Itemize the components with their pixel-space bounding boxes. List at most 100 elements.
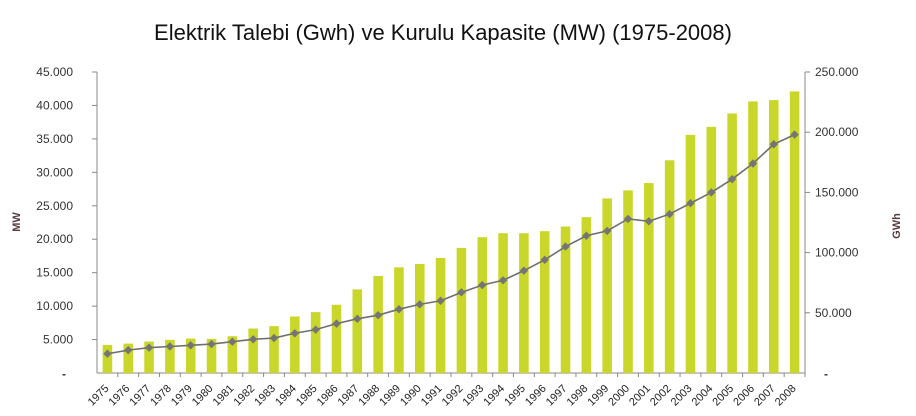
x-tick-label: 1985	[294, 383, 320, 409]
capacity-bar	[644, 183, 654, 373]
capacity-bar	[123, 343, 134, 373]
y-left-tick-label: 25.000	[36, 199, 73, 213]
capacity-bar	[185, 338, 196, 373]
x-tick-label: 1989	[377, 383, 403, 409]
demand-point	[373, 311, 383, 320]
demand-point	[707, 188, 716, 197]
y-right-tick-label: 100.000	[815, 246, 859, 260]
y-left-tick-label: 20.000	[36, 232, 73, 246]
y-right-tick-label: 50.000	[815, 306, 852, 320]
capacity-bar	[456, 247, 467, 373]
capacity-bar	[498, 233, 508, 373]
y-right-tick-label: 250.000	[815, 65, 859, 79]
demand-point	[165, 342, 175, 351]
capacity-bar	[477, 237, 488, 373]
demand-point	[457, 288, 466, 297]
y-left-tick-label: 5.000	[43, 333, 73, 347]
x-tick-label: 2001	[627, 383, 653, 409]
y-right-zero-label: -	[824, 367, 828, 381]
x-tick-label: 1982	[231, 383, 257, 409]
capacity-bar	[310, 312, 321, 373]
demand-point	[269, 333, 279, 343]
y-left-tick-label: 15.000	[36, 266, 73, 280]
x-tick-label: 1999	[585, 383, 611, 409]
demand-point	[311, 325, 320, 334]
demand-line	[107, 133, 795, 355]
demand-point	[644, 217, 654, 226]
x-tick-label: 1987	[336, 383, 362, 409]
capacity-bar	[685, 134, 696, 373]
axes	[92, 71, 810, 377]
capacity-bar	[331, 304, 342, 373]
capacity-bar	[102, 344, 113, 373]
capacity-bar	[602, 198, 612, 373]
capacity-bar	[435, 257, 446, 373]
y-left-axis-title: MW	[11, 212, 23, 232]
demand-point	[602, 226, 612, 236]
demand-point	[124, 345, 133, 355]
capacity-bar	[394, 267, 404, 373]
demand-point	[790, 130, 799, 139]
capacity-bar	[727, 113, 737, 374]
x-tick-label: 1994	[481, 383, 507, 409]
y-left-zero-label: -	[62, 367, 66, 381]
x-tick-label: 1978	[148, 383, 174, 409]
x-tick-label: 1998	[565, 383, 591, 409]
y-right-axis-title: GWh	[891, 213, 903, 239]
y-left-tick-label: 30.000	[36, 165, 73, 179]
x-tick-label: 1986	[315, 383, 341, 409]
capacity-bar	[768, 100, 779, 374]
x-tick-label: 1976	[107, 383, 133, 409]
x-tick-label: 1988	[356, 383, 382, 409]
capacity-bar	[269, 326, 279, 373]
demand-point	[353, 314, 362, 324]
capacity-bar	[373, 276, 383, 373]
y-left-tick-label: 10.000	[36, 299, 73, 313]
x-tick-label: 2004	[690, 383, 716, 409]
capacity-bar	[290, 316, 300, 373]
demand-point	[478, 280, 487, 290]
bar-series	[102, 91, 800, 374]
demand-point	[332, 319, 341, 328]
demand-point	[415, 300, 424, 309]
chart-title: Elektrik Talebi (Gwh) ve Kurulu Kapasite…	[154, 20, 732, 45]
capacity-bar	[623, 190, 633, 373]
x-tick-label: 1997	[544, 383, 570, 409]
x-tick-label: 1975	[86, 383, 112, 409]
demand-point	[207, 339, 216, 349]
capacity-bar	[789, 91, 800, 374]
capacity-bar	[352, 289, 363, 373]
demand-point	[519, 266, 529, 275]
demand-point	[686, 199, 695, 208]
x-tick-label: 1991	[419, 383, 445, 409]
demand-point	[290, 329, 300, 338]
demand-point	[186, 341, 195, 350]
x-tick-label: 1996	[523, 383, 549, 409]
y-left-tick-label: 45.000	[36, 65, 73, 79]
x-tick-label: 1990	[398, 383, 424, 409]
capacity-bar	[560, 226, 571, 373]
x-tick-label: 1993	[461, 383, 487, 409]
capacity-bar	[165, 339, 175, 373]
y-right-tick-label: 200.000	[815, 125, 859, 139]
x-tick-label: 2007	[752, 383, 778, 409]
demand-point	[582, 231, 591, 240]
capacity-bar	[144, 341, 154, 373]
x-tick-label: 1981	[211, 383, 237, 409]
demand-point	[665, 209, 674, 219]
demand-point	[748, 159, 758, 168]
demand-point	[561, 242, 570, 251]
x-tick-label: 1980	[190, 383, 216, 409]
x-tick-label: 2006	[731, 383, 757, 409]
x-tick-label: 2005	[710, 383, 736, 409]
x-tick-label: 2003	[669, 383, 695, 409]
demand-point	[436, 296, 445, 305]
demand-point	[769, 140, 778, 149]
x-tick-label: 1984	[273, 383, 299, 409]
y-right-tick-label: 150.000	[815, 185, 859, 199]
capacity-bar	[706, 126, 717, 373]
x-tick-label: 1992	[440, 383, 466, 409]
x-tick-label: 1995	[502, 383, 528, 409]
demand-point	[498, 276, 508, 285]
x-tick-label: 1979	[169, 383, 195, 409]
